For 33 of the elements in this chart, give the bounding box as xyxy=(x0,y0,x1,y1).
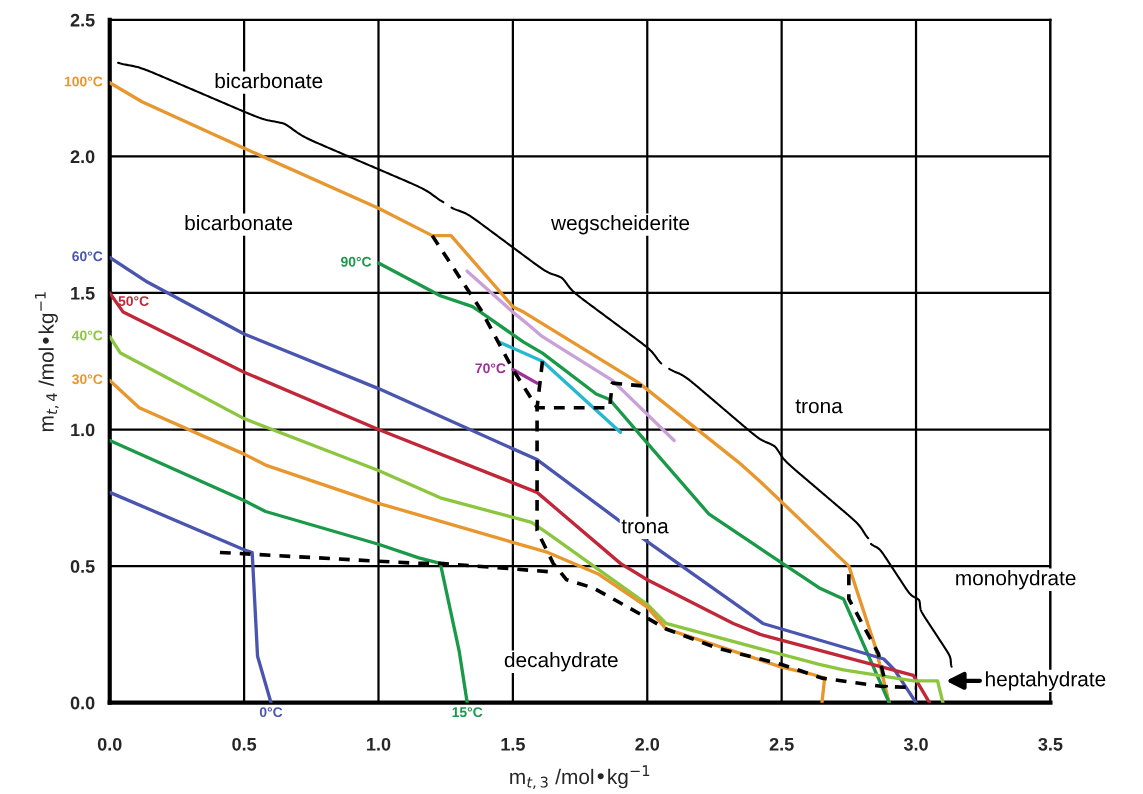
y-tick-label: 2.0 xyxy=(70,150,95,164)
x-tick-label: 2.5 xyxy=(769,737,794,751)
annotation: 70°C xyxy=(475,363,506,374)
y-tick-label: 1.0 xyxy=(71,423,95,437)
x-tick-label: 1.5 xyxy=(501,738,525,751)
x-tick-label: 3.0 xyxy=(903,737,928,751)
x-tick-label: 1.0 xyxy=(367,737,391,751)
annotation: decahydrate xyxy=(504,652,618,672)
x-axis-title: m$_{t,3}$ /mol•kg$^{−1}$ xyxy=(510,765,650,790)
annotation: trona xyxy=(621,519,669,534)
y-tick-label: 1.5 xyxy=(71,287,95,300)
annotation: 15°C xyxy=(452,707,483,718)
annotation: 90°C xyxy=(341,256,372,267)
annotation: 60°C xyxy=(72,251,103,262)
y-tick-label: 2.5 xyxy=(70,13,95,27)
annotation: 30°C xyxy=(72,374,103,385)
annotation: wegscheiderite xyxy=(551,214,690,235)
x-tick-label: 3.5 xyxy=(1038,737,1063,751)
annotation: 50°C xyxy=(118,296,149,306)
annotation: trona xyxy=(795,399,843,414)
annotation: heptahydrate xyxy=(986,671,1106,691)
x-tick-label: 0.5 xyxy=(232,737,257,751)
annotation: 100°C xyxy=(64,76,103,87)
y-axis-title: m$_{t,4}$ /mol•kg$^{−1}$ xyxy=(34,292,59,432)
y-tick-label: 0.5 xyxy=(70,560,95,573)
annotation: bicarbonate xyxy=(185,214,293,231)
x-tick-label: 2.0 xyxy=(635,737,660,751)
annotation: monohydrate xyxy=(956,570,1076,590)
x-tick-label: 0.0 xyxy=(97,737,122,751)
annotation: 40°C xyxy=(71,330,103,341)
y-tick-label: 0.0 xyxy=(70,696,95,710)
annotation: bicarbonate xyxy=(215,72,323,89)
annotation: 0°C xyxy=(259,707,283,718)
